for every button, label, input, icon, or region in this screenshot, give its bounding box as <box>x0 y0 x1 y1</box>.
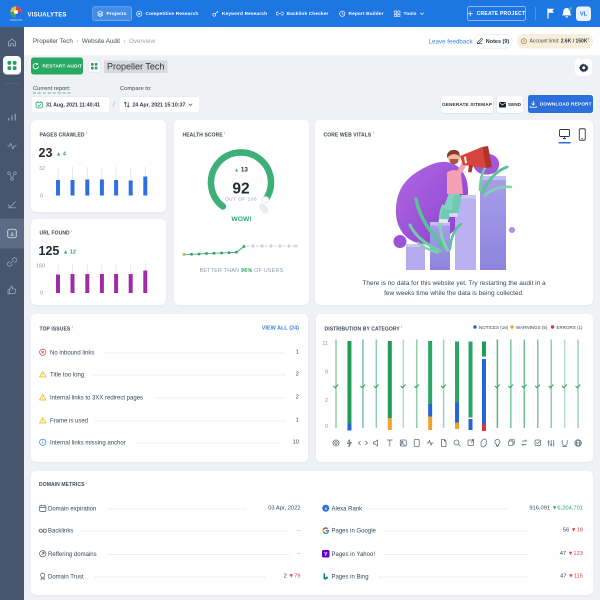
svg-text:a: a <box>324 506 327 511</box>
svg-text:a: a <box>10 232 14 238</box>
svg-text:0: 0 <box>40 194 43 200</box>
svg-text:32: 32 <box>39 166 45 172</box>
svg-text:92: 92 <box>232 181 249 198</box>
svg-text:0: 0 <box>40 291 43 297</box>
svg-text:▲ 13: ▲ 13 <box>234 167 248 174</box>
svg-text:WARNINGS (5): WARNINGS (5) <box>516 325 548 330</box>
svg-text:Y: Y <box>324 552 328 558</box>
svg-text:VISALTS: VISALTS <box>10 18 22 22</box>
svg-text:11: 11 <box>322 341 328 347</box>
svg-text:8: 8 <box>325 370 328 376</box>
svg-text:2: 2 <box>325 398 328 404</box>
svg-text:OUT OF 100: OUT OF 100 <box>225 197 257 203</box>
svg-text:160: 160 <box>36 264 45 270</box>
svg-text:NOTICES (16): NOTICES (16) <box>479 325 509 330</box>
svg-text:ERRORS (1): ERRORS (1) <box>557 325 584 330</box>
svg-text:0: 0 <box>325 424 328 430</box>
